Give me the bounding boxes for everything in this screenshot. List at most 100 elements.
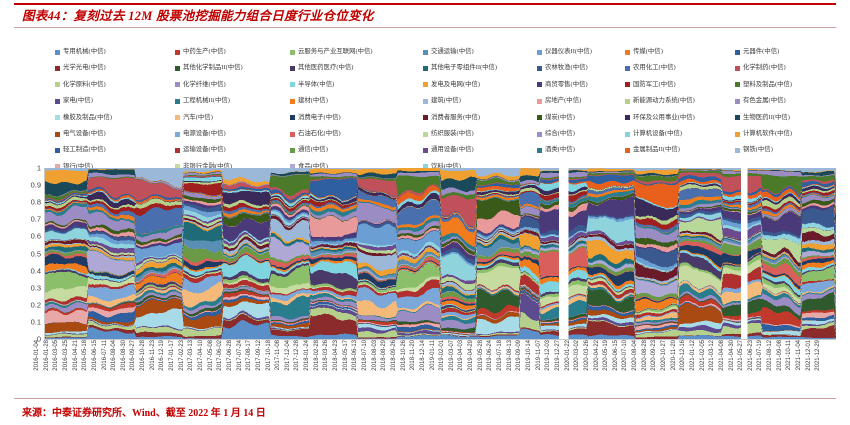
legend-item[interactable]: 化学原料(中信) [55,77,112,93]
legend-item[interactable]: 农林牧渔(中信) [537,60,592,76]
legend-item[interactable]: 专用机械(中信) [55,44,112,60]
legend-item[interactable]: 煤炭(中信) [537,110,592,126]
legend-item[interactable]: 塑料及制品(中信) [735,77,792,93]
legend-item[interactable]: 计算机设备(中信) [625,126,695,142]
legend-item[interactable]: 消费者服务(中信) [423,110,497,126]
legend-item[interactable]: 其他医药医疗(中信) [290,60,373,76]
x-axis-tick-label: 2021-06-23 [747,340,754,371]
legend-swatch-icon [55,82,60,88]
legend-item[interactable]: 光学光电(中信) [55,60,112,76]
x-axis-tick-label: 2020-12-16 [680,340,687,371]
legend-item[interactable]: 非银行金融(中信) [175,159,243,175]
legend-item[interactable]: 轻工制造(中信) [55,142,112,158]
legend-label: 钢铁(中信) [743,146,773,154]
x-axis-tick-label: 2016-06-15 [91,340,98,371]
legend-item[interactable]: 汽车(中信) [175,110,243,126]
legend-item[interactable]: 元器件(中信) [735,44,792,60]
legend-item[interactable]: 电气设备(中信) [55,126,112,142]
x-axis-tick-label: 2019-09-09 [516,340,523,371]
legend-item[interactable]: 仪器仪表II(中信) [537,44,592,60]
legend-swatch-icon [735,66,740,72]
x-axis-tick-label: 2018-06-13 [352,340,359,371]
x-axis-tick-label: 2020-05-19 [603,340,610,371]
legend-label: 计算机软件(中信) [743,129,792,137]
legend-item[interactable]: 钢铁(中信) [735,142,792,158]
legend-item[interactable]: 食品(中信) [290,159,373,175]
legend-item[interactable]: 银行(中信) [55,159,112,175]
legend-item[interactable]: 饮料(中信) [423,159,497,175]
legend-label: 石油石化(中信) [298,129,341,137]
legend-label: 银行(中信) [63,162,93,170]
legend-swatch-icon [537,115,542,121]
legend-item[interactable]: 国防军工(中信) [625,77,695,93]
legend-swatch-icon [290,49,295,55]
legend-swatch-icon [735,49,740,55]
legend-item[interactable]: 建材(中信) [290,93,373,109]
chart-legend: 专用机械(中信) 光学光电(中信) 化学原料(中信) 家电(中信) 橡胶及制品(中信) 电… [55,44,845,170]
legend-item[interactable]: 金属制品II(中信) [625,142,695,158]
legend-swatch-icon [175,131,180,137]
legend-item[interactable]: 半导体(中信) [290,77,373,93]
legend-label: 商贸零售(中信) [545,80,588,88]
legend-item[interactable]: 纺织服装(中信) [423,126,497,142]
legend-item[interactable]: 通用设备(中信) [423,142,497,158]
x-axis-tick-label: 2016-08-30 [120,340,127,371]
legend-item[interactable]: 生物医药II(中信) [735,110,792,126]
legend-item[interactable]: 有色金属(中信) [735,93,792,109]
legend-swatch-icon [55,148,60,154]
legend-item[interactable]: 其他电子零组件II(中信) [423,60,497,76]
x-axis-tick-label: 2019-04-29 [468,340,475,371]
x-axis-tick-label: 2019-05-28 [477,340,484,371]
page-title: 图表44：复刻过去 12M 股票池挖掘能力组合日度行业仓位变化 [22,9,374,23]
x-axis-tick-label: 2021-01-12 [689,340,696,371]
legend-item[interactable]: 其他化学制品II(中信) [175,60,243,76]
y-axis-tick-label: 0 [36,334,41,344]
legend-swatch-icon [423,115,428,121]
x-axis-tick-label: 2020-01-22 [564,340,571,371]
legend-item[interactable]: 综合(中信) [537,126,592,142]
x-axis-tick-label: 2017-12-28 [294,340,301,371]
legend-item[interactable]: 消费电子(中信) [290,110,373,126]
x-axis-tick-label: 2018-11-20 [410,340,417,371]
legend-item[interactable]: 建筑(中信) [423,93,497,109]
legend-item[interactable]: 环保及公用事业(中信) [625,110,695,126]
legend-swatch-icon [175,66,180,72]
legend-swatch-icon [537,82,542,88]
x-axis-tick-label: 2020-09-23 [651,340,658,371]
legend-item[interactable]: 房地产(中信) [537,93,592,109]
footer-rule [14,398,836,399]
legend-item[interactable]: 橡胶及制品(中信) [55,110,112,126]
legend-item[interactable]: 化学纤维(中信) [175,77,243,93]
legend-item[interactable]: 农用化工(中信) [625,60,695,76]
legend-item[interactable]: 新能源动力系统(中信) [625,93,695,109]
legend-item[interactable]: 商贸零售(中信) [537,77,592,93]
legend-item[interactable]: 化学制药(中信) [735,60,792,76]
legend-item[interactable]: 发电及电网(中信) [423,77,497,93]
x-axis-tick-label: 2021-08-12 [767,340,774,371]
x-axis-tick-label: 2016-01-28 [43,340,50,371]
legend-item[interactable]: 传媒(中信) [625,44,695,60]
legend-item[interactable]: 中药生产(中信) [175,44,243,60]
x-axis-tick-label: 2021-11-04 [796,340,803,371]
legend-label: 煤炭(中信) [545,113,575,121]
legend-swatch-icon [625,148,630,154]
legend-item[interactable]: 工程机械II(中信) [175,93,243,109]
x-axis-tick-label: 2019-02-01 [439,340,446,371]
legend-label: 计算机设备(中信) [633,129,682,137]
legend-item[interactable]: 家电(中信) [55,93,112,109]
y-axis-tick-label: 0.6 [30,231,41,241]
legend-swatch-icon [55,49,60,55]
legend-swatch-icon [423,82,428,88]
legend-item[interactable]: 计算机软件(中信) [735,126,792,142]
legend-item[interactable]: 运输设备(中信) [175,142,243,158]
legend-item[interactable]: 酒类(中信) [537,142,592,158]
legend-item[interactable]: 交通运输(中信) [423,44,497,60]
x-axis-tick-label: 2019-08-13 [506,340,513,371]
legend-item[interactable]: 石油石化(中信) [290,126,373,142]
legend-item[interactable]: 云服务与产业互联网(中信) [290,44,373,60]
legend-item[interactable]: 电源设备(中信) [175,126,243,142]
x-axis-tick-label: 2017-04-10 [198,340,204,371]
legend-label: 其他电子零组件II(中信) [431,64,498,72]
legend-item[interactable]: 通信(中信) [290,142,373,158]
